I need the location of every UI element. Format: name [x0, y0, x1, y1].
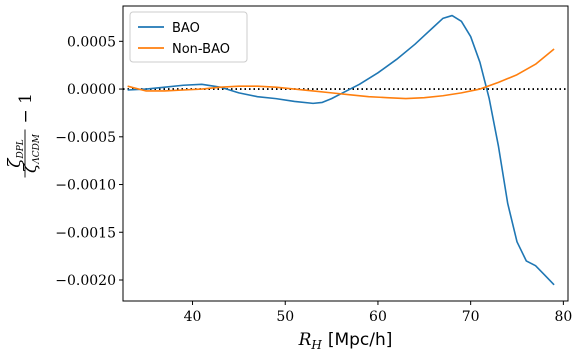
x-tick-label: 40: [184, 309, 202, 325]
plot-frame: [122, 5, 569, 302]
x-axis-label-subscript: H: [310, 338, 322, 352]
x-tick-label: 70: [462, 309, 480, 325]
y-tick-label: 0.0005: [67, 34, 116, 50]
y-tick-label: −0.0010: [55, 178, 116, 194]
plot-area: [123, 14, 568, 286]
y-label-denominator: ζΛCDM: [21, 133, 42, 173]
x-axis-label: RH [Mpc/h]: [298, 330, 393, 352]
y-label-num-subscript: DPL: [16, 139, 26, 159]
y-label-den-symbol: ζ: [21, 162, 41, 173]
series-line-non-bao: [127, 48, 555, 100]
y-tick-label: 0.0000: [67, 82, 116, 98]
y-label-numerator: ζDPL: [5, 139, 26, 167]
y-tick-label: −0.0005: [55, 130, 116, 146]
x-tick-label: 50: [276, 309, 294, 325]
axes: 40 50 60 70 80 0.0005 0.0000 −0.0005 −0.0010 −0.0…: [55, 5, 572, 325]
legend: BAO Non-BAO: [129, 11, 248, 63]
legend-box: [129, 11, 248, 63]
y-tick-label: −0.0020: [55, 273, 116, 289]
series-line-bao: [127, 14, 555, 286]
x-tick-label: 80: [554, 309, 572, 325]
y-label-suffix: − 1: [16, 93, 36, 123]
x-tick-label: 60: [369, 309, 387, 325]
x-axis-label-symbol: R: [298, 330, 312, 350]
y-label-den-subscript: ΛCDM: [32, 133, 42, 165]
x-axis-label-unit: [Mpc/h]: [328, 330, 393, 350]
legend-label-0: BAO: [172, 21, 200, 36]
y-tick-label: −0.0015: [55, 225, 116, 241]
legend-label-1: Non-BAO: [172, 42, 230, 57]
y-label-num-symbol: ζ: [5, 157, 25, 168]
